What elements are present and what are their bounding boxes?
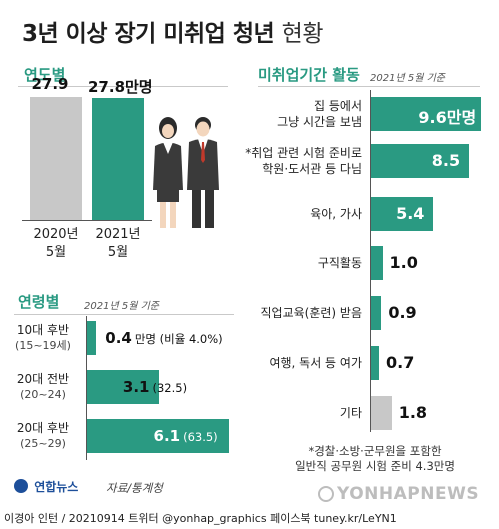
year-category-line: 2020년 bbox=[33, 227, 79, 242]
year-category-label: 2020년 5월 bbox=[20, 226, 92, 262]
age-divider bbox=[14, 314, 234, 315]
age-category-line: (25~29) bbox=[20, 437, 66, 450]
footnote: *경찰·소방·군무원을 포함한 일반직 공무원 시험 준비 4.3만명 bbox=[290, 444, 460, 474]
footnote-line-2: 일반직 공무원 시험 준비 4.3만명 bbox=[295, 459, 455, 473]
footnote-line-1: *경찰·소방·군무원을 포함한 bbox=[308, 444, 442, 458]
page-title: 3년 이상 장기 미취업 청년 현황 bbox=[22, 14, 323, 48]
activity-value-label: 1.0 bbox=[389, 253, 418, 272]
watermark: YONHAPNEWS bbox=[318, 484, 479, 504]
activity-section-title: 미취업기간 활동 bbox=[258, 66, 360, 84]
year-category-line: 5월 bbox=[107, 245, 129, 260]
footer-credit: 이경아 인턴 / 20210914 트위터 @yonhap_graphics 페… bbox=[0, 508, 499, 529]
age-category-line: 20대 전반 bbox=[16, 372, 70, 386]
activity-value-label: 9.6만명 bbox=[418, 108, 477, 127]
watermark-text: YONHAPNEWS bbox=[337, 484, 480, 504]
title-light: 현황 bbox=[281, 21, 324, 47]
year-axis bbox=[22, 220, 152, 221]
activity-bar bbox=[371, 246, 383, 280]
logo: 연합뉴스 bbox=[14, 478, 78, 495]
activity-category-label: 여행, 독서 등 여가 bbox=[186, 355, 362, 371]
activity-bar bbox=[371, 144, 469, 178]
year-chart: 27.9 2020년 5월 27.8만명 2021년 5월 bbox=[0, 0, 250, 290]
activity-divider bbox=[258, 86, 480, 87]
logo-text: 연합뉴스 bbox=[34, 480, 79, 494]
activity-category-line: 그냥 시간을 보냄 bbox=[277, 115, 362, 129]
source: 자료/통계청 bbox=[106, 481, 163, 495]
age-value: 6.1 bbox=[153, 427, 181, 445]
activity-category-line: 학원·도서관 등 다님 bbox=[262, 162, 362, 176]
logo-mark-icon bbox=[14, 479, 28, 493]
year-category-line: 5월 bbox=[45, 245, 67, 260]
age-chart: 10대 후반 (15~19세) 0.4 만명 (비율 4.0%) 20대 전반 (20~2… bbox=[0, 0, 250, 470]
activity-value-label: 1.8 bbox=[398, 403, 428, 422]
year-category-line: 2021년 bbox=[95, 227, 141, 242]
year-divider bbox=[18, 86, 228, 87]
person-male-icon bbox=[187, 117, 219, 228]
age-category-label: 20대 전반 (20~24) bbox=[4, 371, 82, 403]
age-category-label: 10대 후반 (15~19세) bbox=[4, 322, 82, 354]
age-value: 3.1 bbox=[122, 378, 150, 396]
activity-value-label: 0.7 bbox=[386, 353, 415, 372]
activity-axis bbox=[370, 90, 371, 432]
activity-category-label: 구직활동 bbox=[186, 255, 362, 271]
title-main: 3년 이상 장기 미취업 청년 bbox=[22, 21, 275, 47]
age-value-suffix: 만명 (비율 4.0%) bbox=[134, 332, 223, 346]
age-category-line: (20~24) bbox=[20, 388, 66, 401]
activity-bar bbox=[371, 197, 434, 231]
activity-category-line: 집 등에서 bbox=[314, 99, 362, 113]
activity-category-label: 기타 bbox=[186, 405, 362, 421]
people-illustration bbox=[153, 117, 219, 228]
age-axis bbox=[86, 316, 87, 460]
age-bar bbox=[87, 419, 229, 453]
year-section-title: 연도별 bbox=[24, 66, 66, 84]
activity-category-label: 직업교육(훈련) 받음 bbox=[186, 305, 363, 321]
activity-category-label: 육아, 가사 bbox=[186, 206, 362, 222]
age-value-suffix: (32.5) bbox=[152, 381, 188, 395]
activity-note: 2021년 5월 기준 bbox=[370, 73, 445, 84]
watermark-icon bbox=[318, 486, 334, 502]
activity-value-label: 5.4 bbox=[396, 204, 425, 223]
age-note: 2021년 5월 기준 bbox=[84, 301, 159, 312]
activity-bar bbox=[371, 396, 392, 430]
year-category-label: 2021년 5월 bbox=[82, 226, 154, 262]
activity-value-label: 0.9 bbox=[388, 303, 417, 322]
age-category-line: (15~19세) bbox=[15, 339, 71, 352]
activity-category-line: *취업 관련 시험 준비로 bbox=[245, 146, 362, 160]
year-value-label: 27.9 bbox=[31, 75, 69, 94]
activity-bar bbox=[371, 346, 380, 380]
activity-category-line: 구직활동 bbox=[317, 256, 362, 270]
activity-category-line: 직업교육(훈련) 받음 bbox=[260, 306, 363, 320]
age-section-title: 연령별 bbox=[18, 293, 60, 311]
activity-value-label: 8.5 bbox=[431, 151, 461, 170]
activity-bar bbox=[371, 296, 382, 330]
age-bar bbox=[87, 321, 97, 355]
age-value: 0.4 bbox=[105, 329, 132, 347]
age-category-label: 20대 후반 (25~29) bbox=[4, 420, 82, 452]
age-value-label: 6.1 (63.5) bbox=[154, 427, 218, 445]
year-value-label: 27.8만명 bbox=[88, 77, 153, 96]
person-female-icon bbox=[153, 117, 183, 228]
year-bar bbox=[92, 97, 144, 220]
age-category-line: 10대 후반 bbox=[16, 323, 70, 337]
activity-category-line: 여행, 독서 등 여가 bbox=[269, 356, 362, 370]
activity-bar bbox=[371, 97, 482, 131]
age-value-label: 3.1 (32.5) bbox=[123, 378, 187, 396]
age-value-suffix: (63.5) bbox=[183, 430, 218, 444]
activity-category-line: 기타 bbox=[339, 406, 362, 420]
age-category-line: 20대 후반 bbox=[16, 421, 70, 435]
age-bar bbox=[87, 370, 159, 404]
age-value-label: 0.4 만명 (비율 4.0%) bbox=[105, 329, 222, 347]
year-bar bbox=[30, 97, 82, 220]
activity-category-line: 육아, 가사 bbox=[310, 207, 362, 221]
